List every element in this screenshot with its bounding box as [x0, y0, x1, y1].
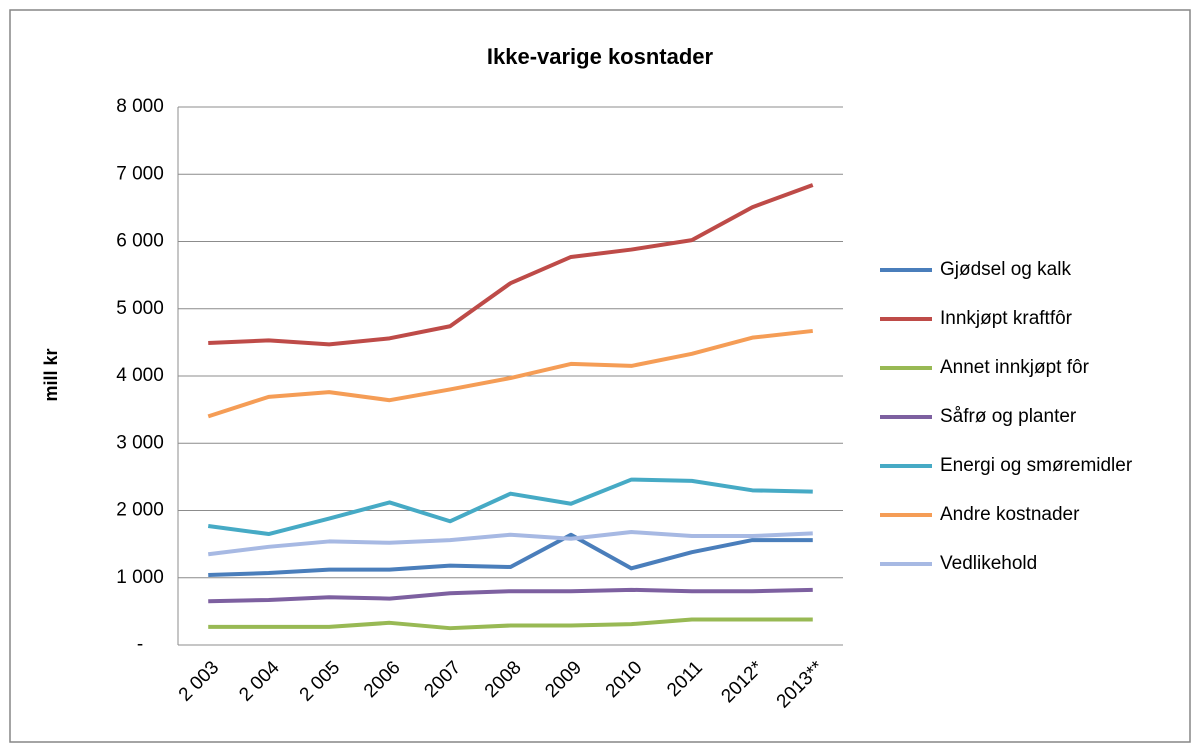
y-tick-label: 1 000	[116, 567, 164, 588]
y-tick-label: -	[137, 634, 143, 655]
legend-label: Gjødsel og kalk	[940, 259, 1071, 280]
series-line	[207, 530, 813, 557]
series-line	[207, 477, 813, 537]
y-tick-label: 7 000	[116, 163, 164, 184]
series-line	[208, 532, 813, 578]
legend-label: Annet innkjøpt fôr	[940, 357, 1090, 378]
chart-title: Ikke-varige kosntader	[487, 44, 714, 69]
legend-label: Innkjøpt kraftfôr	[940, 308, 1073, 329]
y-axis-label: mill kr	[41, 348, 61, 401]
legend-label: Vedlikehold	[940, 553, 1037, 574]
series-line	[208, 617, 813, 631]
series-line	[208, 587, 813, 604]
y-tick-label: 3 000	[116, 432, 164, 453]
series-line	[208, 183, 814, 347]
y-tick-label: 5 000	[116, 298, 164, 319]
y-tick-label: 6 000	[116, 231, 164, 252]
legend-label: Andre kostnader	[940, 504, 1080, 525]
y-tick-label: 8 000	[116, 96, 164, 117]
series-line	[207, 328, 813, 419]
legend-label: Energi og smøremidler	[940, 455, 1133, 476]
y-tick-label: 2 000	[116, 500, 164, 521]
legend-label: Såfrø og planter	[940, 406, 1077, 427]
y-tick-label: 4 000	[116, 365, 164, 386]
